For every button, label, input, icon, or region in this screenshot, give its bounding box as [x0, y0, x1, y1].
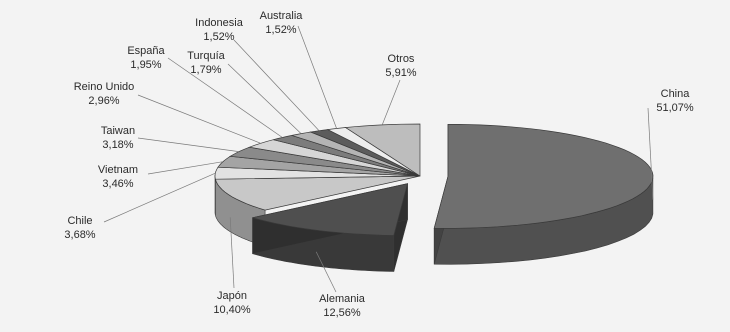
- label-espana-value: 1,95%: [130, 59, 162, 71]
- label-vietnam-name: Vietnam: [97, 164, 139, 176]
- label-chile-name: Chile: [67, 215, 93, 227]
- leader-vietnam: [147, 161, 223, 175]
- leader-espana: [167, 57, 283, 138]
- leader-chile: [103, 172, 216, 223]
- label-indonesia-value: 1,52%: [203, 31, 235, 43]
- label-indonesia-name: Indonesia: [195, 17, 243, 29]
- label-alemania-name: Alemania: [319, 293, 365, 305]
- slice-china: [433, 123, 654, 229]
- label-japon-name: Japón: [217, 290, 247, 302]
- label-espana: España 1,95%: [127, 44, 164, 72]
- label-japon-value: 10,40%: [213, 304, 251, 316]
- leader-alemania: [315, 251, 337, 293]
- label-otros-name: Otros: [387, 53, 415, 65]
- leader-china: [647, 107, 654, 200]
- label-vietnam: Vietnam 3,46%: [98, 163, 138, 191]
- slice-japon: [214, 175, 421, 211]
- leader-turquia: [227, 63, 302, 134]
- leader-taiwan: [137, 137, 239, 152]
- slice-alemania: [252, 183, 409, 236]
- leader-otros: [381, 79, 401, 126]
- label-china-value: 51,07%: [656, 102, 694, 114]
- label-turquia-name: Turquía: [187, 50, 225, 62]
- label-reino-unido-value: 2,96%: [88, 95, 120, 107]
- pie-tops: [214, 123, 654, 236]
- label-china-name: China: [660, 88, 690, 100]
- label-chile: Chile 3,68%: [64, 214, 95, 242]
- label-australia-value: 1,52%: [265, 24, 297, 36]
- label-alemania-value: 12,56%: [323, 307, 361, 319]
- label-australia-name: Australia: [259, 10, 303, 22]
- label-espana-name: España: [127, 45, 165, 57]
- label-reino-unido: Reino Unido 2,96%: [74, 80, 135, 108]
- label-vietnam-value: 3,46%: [102, 178, 134, 190]
- label-alemania: Alemania 12,56%: [319, 292, 365, 320]
- label-taiwan-value: 3,18%: [102, 139, 134, 151]
- leader-reino-unido: [137, 94, 261, 144]
- label-otros: Otros 5,91%: [385, 52, 416, 80]
- label-china: China 51,07%: [656, 87, 693, 115]
- label-reino-unido-name: Reino Unido: [73, 81, 135, 93]
- label-turquia: Turquía 1,79%: [187, 49, 225, 77]
- label-japon: Japón 10,40%: [213, 289, 250, 317]
- leader-lines: [103, 25, 654, 293]
- label-turquia-value: 1,79%: [190, 64, 222, 76]
- leader-australia: [297, 25, 337, 129]
- leader-japon: [229, 217, 235, 289]
- label-taiwan-name: Taiwan: [100, 125, 136, 137]
- label-chile-value: 3,68%: [64, 229, 96, 241]
- label-indonesia: Indonesia 1,52%: [195, 16, 243, 44]
- label-australia: Australia 1,52%: [260, 9, 303, 37]
- slice-chile: [214, 166, 421, 180]
- leader-indonesia: [233, 39, 320, 131]
- label-otros-value: 5,91%: [385, 67, 417, 79]
- label-taiwan: Taiwan 3,18%: [101, 124, 135, 152]
